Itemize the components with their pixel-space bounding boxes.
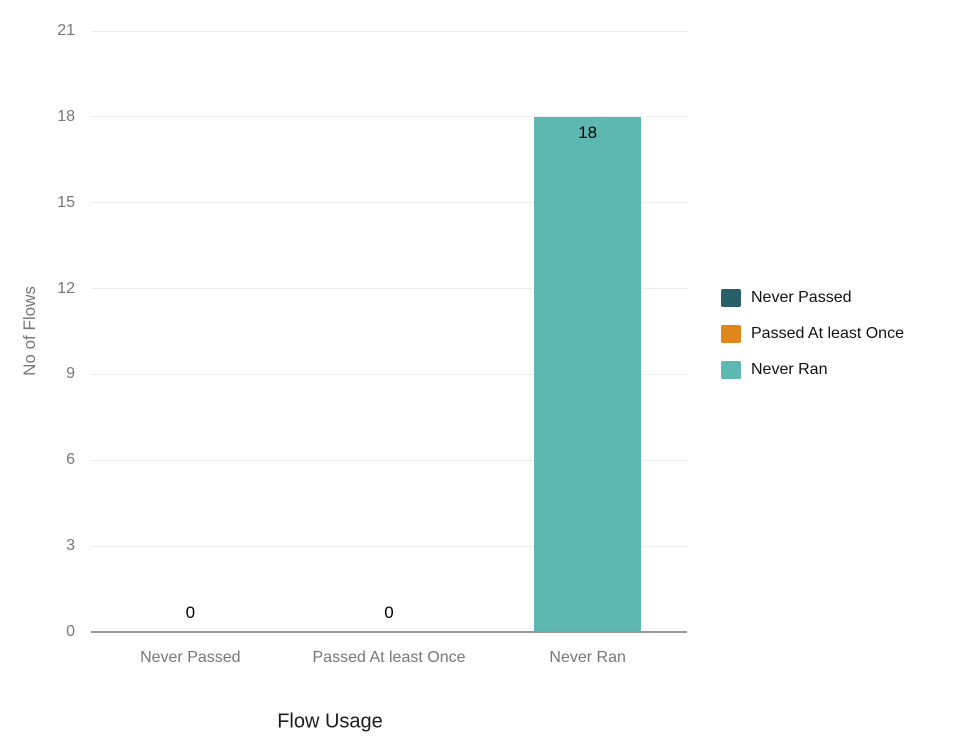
legend-label: Never Ran bbox=[751, 361, 828, 378]
gridline bbox=[91, 116, 687, 118]
gridline bbox=[91, 545, 687, 547]
bar-value-label-never-ran: 18 bbox=[578, 122, 598, 142]
y-axis-title: No of Flows bbox=[20, 286, 39, 376]
y-tick-label: 6 bbox=[66, 451, 75, 469]
legend-label: Never Passed bbox=[751, 289, 852, 306]
y-tick-label: 0 bbox=[66, 623, 75, 640]
bar-value-label-never-passed: 0 bbox=[185, 603, 196, 623]
x-axis-title: Flow Usage bbox=[277, 710, 383, 733]
y-tick-label: 18 bbox=[57, 107, 75, 125]
x-category-label-passed-at-least-once: Passed At least Once bbox=[312, 649, 466, 666]
y-tick-label: 15 bbox=[57, 193, 75, 211]
y-tick-label: 12 bbox=[57, 279, 75, 297]
y-tick-label: 21 bbox=[57, 22, 75, 39]
gridline bbox=[91, 288, 687, 290]
bar-value-label-passed-at-least-once: 0 bbox=[384, 603, 394, 623]
legend-item-never-passed[interactable]: Never Passed bbox=[721, 288, 904, 308]
x-axis-line bbox=[91, 631, 687, 633]
chart-legend: Never Passed Passed At least Once Never Ra… bbox=[721, 288, 904, 396]
y-tick-label: 3 bbox=[66, 537, 75, 555]
legend-label: Passed At least Once bbox=[751, 325, 904, 342]
legend-swatch-icon bbox=[721, 289, 741, 307]
legend-swatch-icon bbox=[721, 325, 741, 343]
legend-item-never-ran[interactable]: Never Ran bbox=[721, 360, 904, 380]
gridline bbox=[91, 30, 687, 32]
plot-area: 0 3 6 9 12 15 18 21 0 Never Passed 0 Passed At leas… bbox=[57, 22, 687, 666]
legend-swatch-icon bbox=[721, 361, 741, 379]
bar-never-ran[interactable] bbox=[534, 116, 642, 632]
gridline bbox=[91, 373, 687, 375]
gridline bbox=[91, 459, 687, 461]
x-category-label-never-passed: Never Passed bbox=[140, 649, 241, 666]
legend-item-passed-at-least-once[interactable]: Passed At least Once bbox=[721, 324, 904, 344]
y-tick-label: 9 bbox=[66, 365, 75, 383]
gridline bbox=[91, 202, 687, 204]
x-category-label-never-ran: Never Ran bbox=[549, 649, 626, 666]
